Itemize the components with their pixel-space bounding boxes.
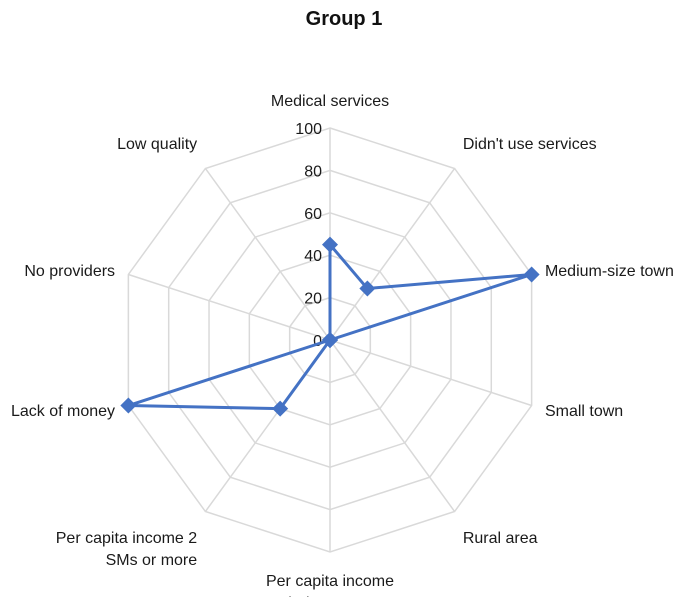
axis-spoke — [329, 339, 456, 512]
data-point — [523, 266, 540, 283]
data-point — [359, 280, 376, 297]
category-label: Low quality — [117, 136, 197, 153]
axis-spoke — [204, 168, 331, 341]
tick-label: 100 — [295, 121, 322, 138]
data-point — [120, 397, 137, 414]
category-label: Per capita incomebelow 1 SM — [266, 573, 394, 597]
tick-label: 20 — [304, 291, 322, 308]
tick-label: 60 — [304, 206, 322, 223]
category-label: Per capita income 2 SMs or more — [56, 530, 198, 569]
data-point — [322, 236, 338, 253]
category-label: Lack of money — [11, 403, 115, 420]
series-line — [126, 243, 534, 411]
category-label: Rural area — [463, 530, 538, 547]
axis-spoke — [128, 273, 331, 341]
tick-label: 80 — [304, 163, 322, 180]
data-point — [272, 400, 289, 417]
axis-spoke — [329, 339, 532, 407]
category-label: Didn't use services — [463, 136, 597, 153]
tick-label: 0 — [313, 333, 322, 350]
chart-title: Group 1 — [305, 8, 383, 30]
axis-spoke — [329, 168, 456, 341]
category-label: No providers — [24, 263, 115, 280]
tick-label: 40 — [304, 248, 322, 265]
data-point — [322, 332, 338, 348]
category-label: Medium-size town — [545, 263, 674, 280]
category-label: Medical services — [271, 93, 389, 110]
category-label: Small town — [545, 403, 623, 420]
